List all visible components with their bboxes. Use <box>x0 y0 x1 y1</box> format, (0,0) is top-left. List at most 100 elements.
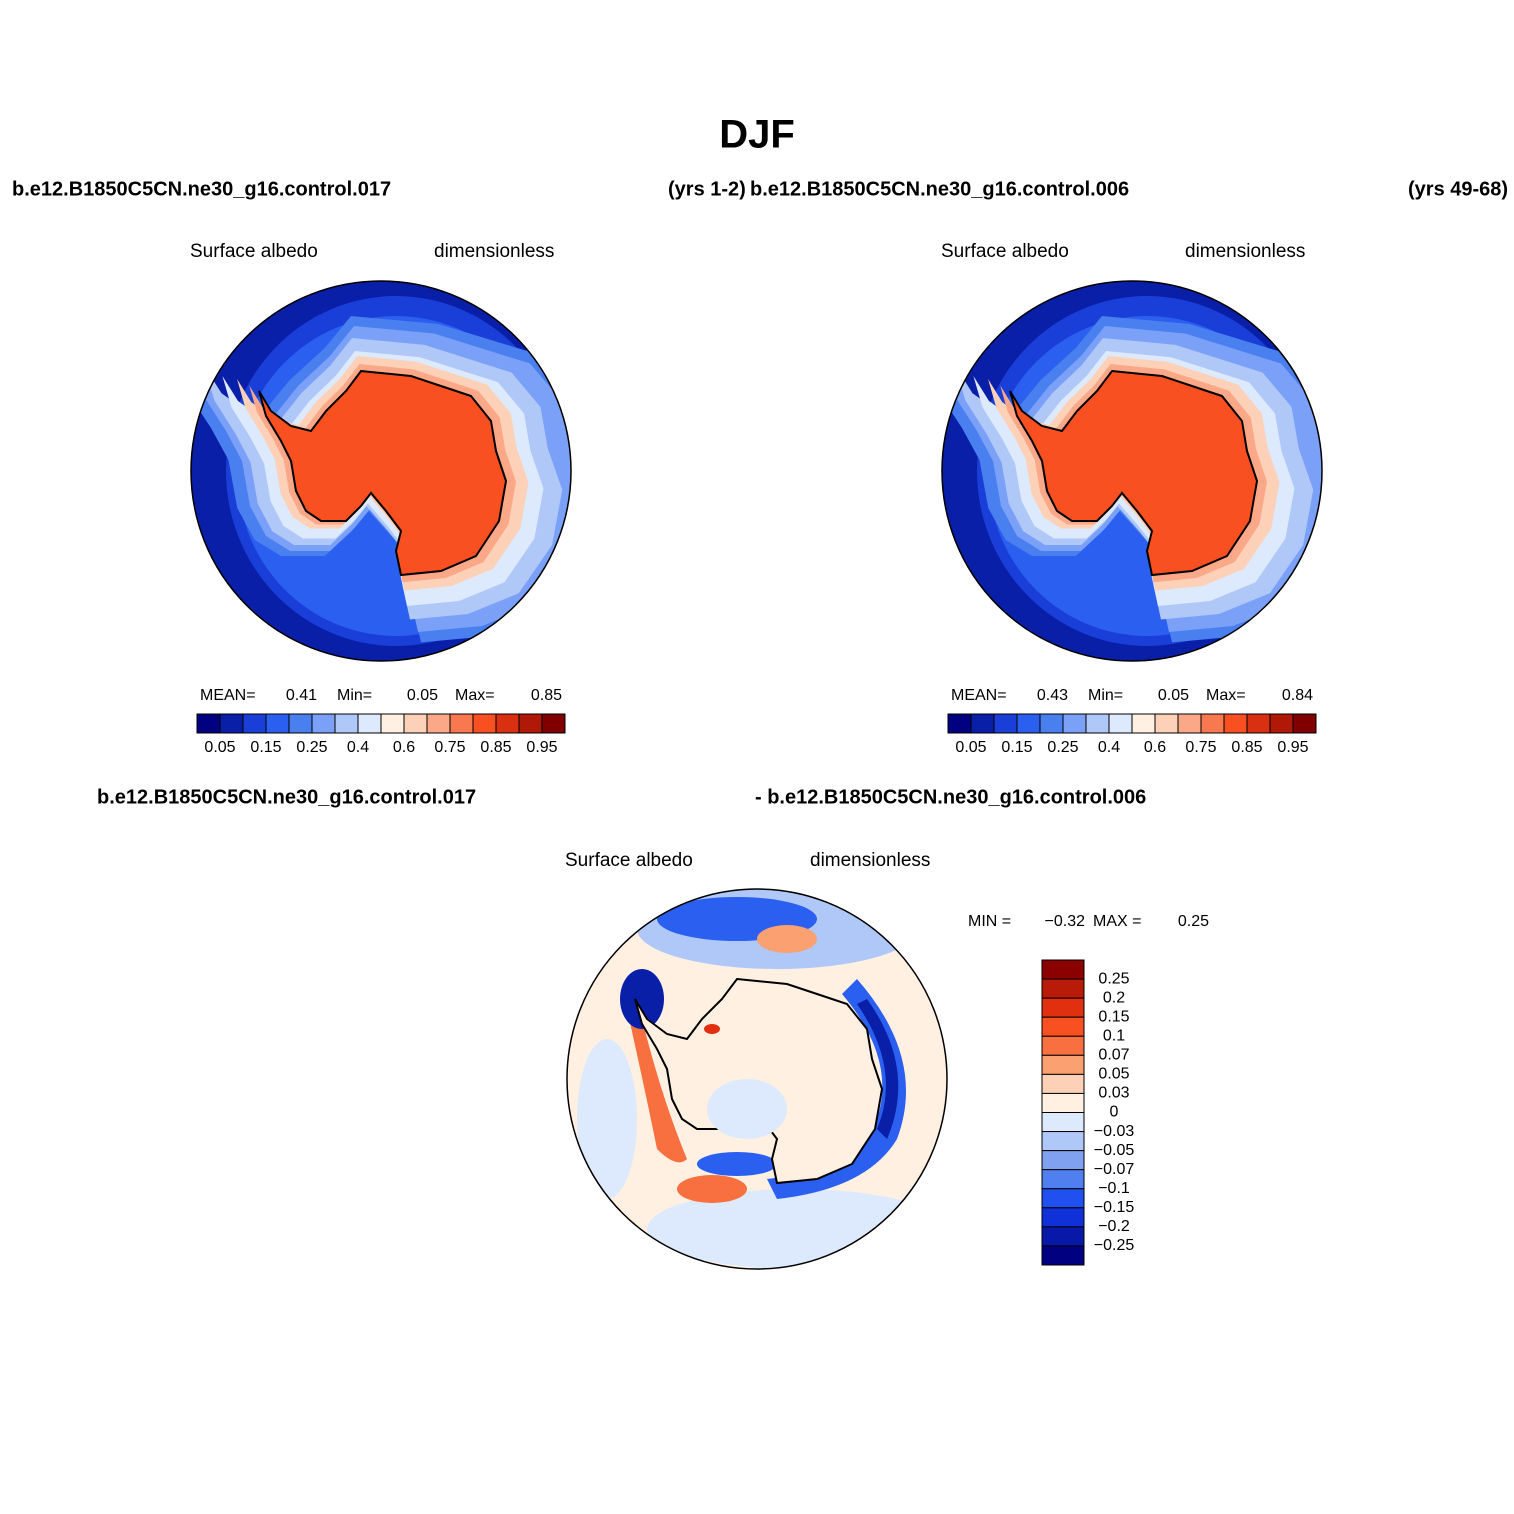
colorbar-label: 0.25 <box>1047 739 1078 756</box>
colorbar-label: 0 <box>1110 1104 1119 1121</box>
colorbar-box <box>1200 713 1225 734</box>
units-label: dimensionless <box>810 850 930 871</box>
colorbar-box <box>1041 1092 1085 1113</box>
colorbar-box <box>242 713 267 734</box>
stat-label: Max= <box>1206 687 1246 704</box>
colorbar-box <box>1246 713 1271 734</box>
colorbar-box <box>449 713 474 734</box>
stat-value: 0.25 <box>1178 913 1209 930</box>
colorbar-label: 0.05 <box>204 739 235 756</box>
colorbar-box <box>1085 713 1110 734</box>
units-label: dimensionless <box>434 241 554 262</box>
difference-map <box>566 888 948 1270</box>
colorbar-box <box>1177 713 1202 734</box>
colorbar-label: 0.85 <box>480 739 511 756</box>
colorbar-box <box>1016 713 1041 734</box>
colorbar-box <box>970 713 995 734</box>
colorbar-box <box>1041 1054 1085 1075</box>
colorbar-label: −0.2 <box>1098 1218 1130 1235</box>
stat-value: 0.84 <box>1282 687 1313 704</box>
colorbar-box <box>1041 1188 1085 1209</box>
colorbar-label: 0.75 <box>434 739 465 756</box>
colorbar-label: 0.4 <box>347 739 369 756</box>
colorbar-box <box>518 713 543 734</box>
stat-value: 0.43 <box>1037 687 1068 704</box>
variable-label: Surface albedo <box>941 241 1069 262</box>
colorbar-box <box>1039 713 1064 734</box>
colorbar-box <box>1041 1207 1085 1228</box>
years-label: (yrs 49-68) <box>1408 178 1508 200</box>
colorbar-label: 0.4 <box>1098 739 1120 756</box>
colorbar-label: 0.05 <box>955 739 986 756</box>
colorbar-box <box>403 713 428 734</box>
case-label: b.e12.B1850C5CN.ne30_g16.control.006 <box>750 178 1129 200</box>
colorbar-box <box>219 713 244 734</box>
colorbar-box <box>1292 713 1317 734</box>
colorbar-label: 0.25 <box>296 739 327 756</box>
colorbar-box <box>1041 1073 1085 1094</box>
colorbar-label: −0.05 <box>1094 1142 1135 1159</box>
colorbar-label: 0.07 <box>1098 1047 1129 1064</box>
colorbar-box <box>1041 1169 1085 1190</box>
colorbar-label: 0.03 <box>1098 1085 1129 1102</box>
colorbar-label: 0.15 <box>1001 739 1032 756</box>
map-panel <box>924 281 1356 661</box>
colorbar-box <box>1041 978 1085 999</box>
colorbar-box <box>1041 1016 1085 1037</box>
variable-label: Surface albedo <box>190 241 318 262</box>
map-panel <box>173 281 605 661</box>
colorbar-box <box>311 713 336 734</box>
colorbar-box <box>288 713 313 734</box>
colorbar-box <box>1062 713 1087 734</box>
colorbar-box <box>1041 1226 1085 1247</box>
colorbar-box <box>426 713 451 734</box>
colorbar-label: 0.95 <box>1277 739 1308 756</box>
colorbar-box <box>1041 1112 1085 1133</box>
figure-title: DJF <box>719 113 795 157</box>
stat-label: Min= <box>1088 687 1123 704</box>
colorbar-box <box>993 713 1018 734</box>
colorbar-box <box>1108 713 1133 734</box>
colorbar-box <box>334 713 359 734</box>
case-label: b.e12.B1850C5CN.ne30_g16.control.017 <box>12 178 391 200</box>
colorbar-box <box>196 713 221 734</box>
units-label: dimensionless <box>1185 241 1305 262</box>
stat-label: Min= <box>337 687 372 704</box>
case-label: b.e12.B1850C5CN.ne30_g16.control.017 <box>97 786 476 808</box>
colorbar-label: −0.03 <box>1094 1123 1135 1140</box>
colorbar-label: 0.6 <box>1144 739 1166 756</box>
stat-label: MEAN= <box>951 687 1007 704</box>
colorbar-label: 0.15 <box>250 739 281 756</box>
colorbar-box <box>1041 1245 1085 1266</box>
stat-value: −0.32 <box>1045 913 1086 930</box>
colorbar-box <box>947 713 972 734</box>
variable-label: Surface albedo <box>565 850 693 871</box>
colorbar-label: 0.2 <box>1103 989 1125 1006</box>
years-label: (yrs 1-2) <box>668 178 746 200</box>
colorbar-box <box>1041 1150 1085 1171</box>
colorbar-label: −0.25 <box>1094 1237 1135 1254</box>
case-label: - b.e12.B1850C5CN.ne30_g16.control.006 <box>755 786 1146 808</box>
colorbar-label: 0.95 <box>526 739 557 756</box>
colorbar-box <box>1041 997 1085 1018</box>
stat-label: MAX = <box>1093 913 1141 930</box>
colorbar-label: −0.1 <box>1098 1180 1130 1197</box>
colorbar-label: 0.25 <box>1098 970 1129 987</box>
colorbar-box <box>1041 1035 1085 1056</box>
colorbar-label: 0.85 <box>1231 739 1262 756</box>
stat-value: 0.41 <box>286 687 317 704</box>
colorbar-box <box>357 713 382 734</box>
colorbar-label: −0.07 <box>1094 1161 1135 1178</box>
colorbar-box <box>1223 713 1248 734</box>
stat-value: 0.85 <box>531 687 562 704</box>
colorbar-box <box>1041 1131 1085 1152</box>
stat-value: 0.05 <box>407 687 438 704</box>
colorbar-box <box>1154 713 1179 734</box>
colorbar-box <box>1131 713 1156 734</box>
colorbar-box <box>495 713 520 734</box>
stat-label: MEAN= <box>200 687 256 704</box>
colorbar-label: 0.75 <box>1185 739 1216 756</box>
stat-label: Max= <box>455 687 495 704</box>
colorbar-box <box>541 713 566 734</box>
